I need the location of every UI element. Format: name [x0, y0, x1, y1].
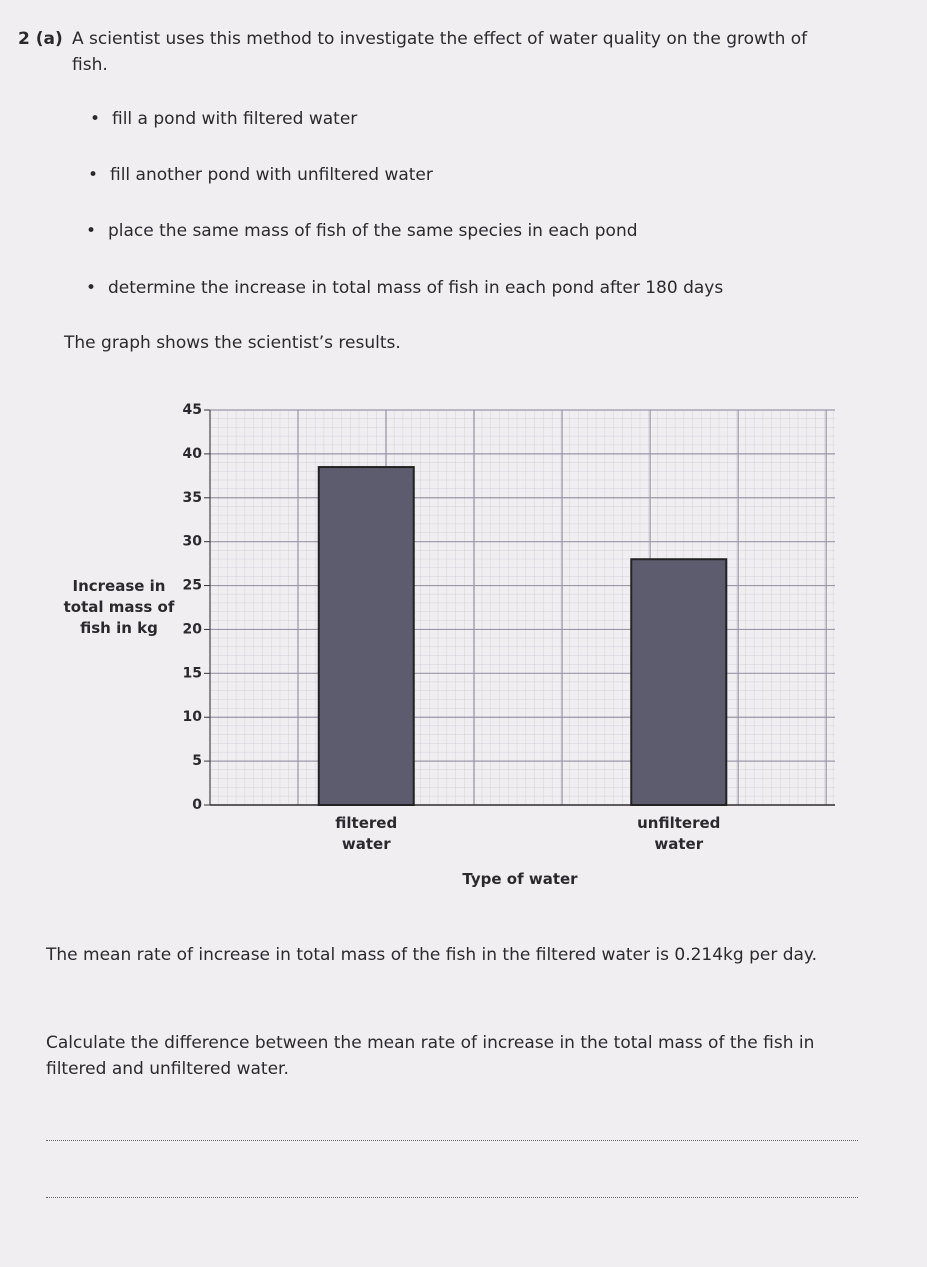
y-tick-label: 10 — [183, 709, 203, 725]
y-tick-label: 15 — [183, 665, 202, 681]
y-tick-label: 0 — [192, 797, 202, 813]
y-tick-label: 35 — [183, 490, 202, 506]
intro: The graph shows the scientist’s results. — [64, 333, 401, 353]
y-tick-label: 30 — [183, 534, 203, 550]
bar — [630, 558, 728, 806]
answer-line — [46, 1140, 858, 1141]
bullet: fill a pond with filtered water — [90, 109, 357, 129]
bullet: determine the increase in total mass of … — [86, 278, 723, 298]
bullet: fill another pond with unfiltered water — [88, 165, 433, 185]
y-tick-label: 25 — [183, 578, 202, 594]
y-tick-label: 20 — [183, 621, 203, 637]
x-tick-label: filtered water — [335, 814, 398, 853]
y-axis-label: Increase in total mass of fish in kg — [63, 577, 175, 637]
bar — [317, 466, 415, 806]
question-number: 2 (a) — [18, 29, 63, 49]
paragraph: The mean rate of increase in total mass … — [46, 945, 817, 965]
paragraph: Calculate the difference between the mea… — [46, 1033, 815, 1079]
minor-grid — [210, 410, 835, 805]
answer-line — [46, 1197, 858, 1198]
x-axis-label: Type of water — [462, 870, 578, 888]
y-tick-label: 40 — [183, 446, 203, 462]
x-tick-label: unfiltered water — [637, 814, 721, 853]
question-text: A scientist uses this method to investig… — [72, 29, 808, 75]
y-tick-label: 5 — [192, 753, 202, 769]
y-tick-label: 45 — [183, 402, 202, 418]
bullet: place the same mass of fish of the same … — [86, 221, 637, 241]
